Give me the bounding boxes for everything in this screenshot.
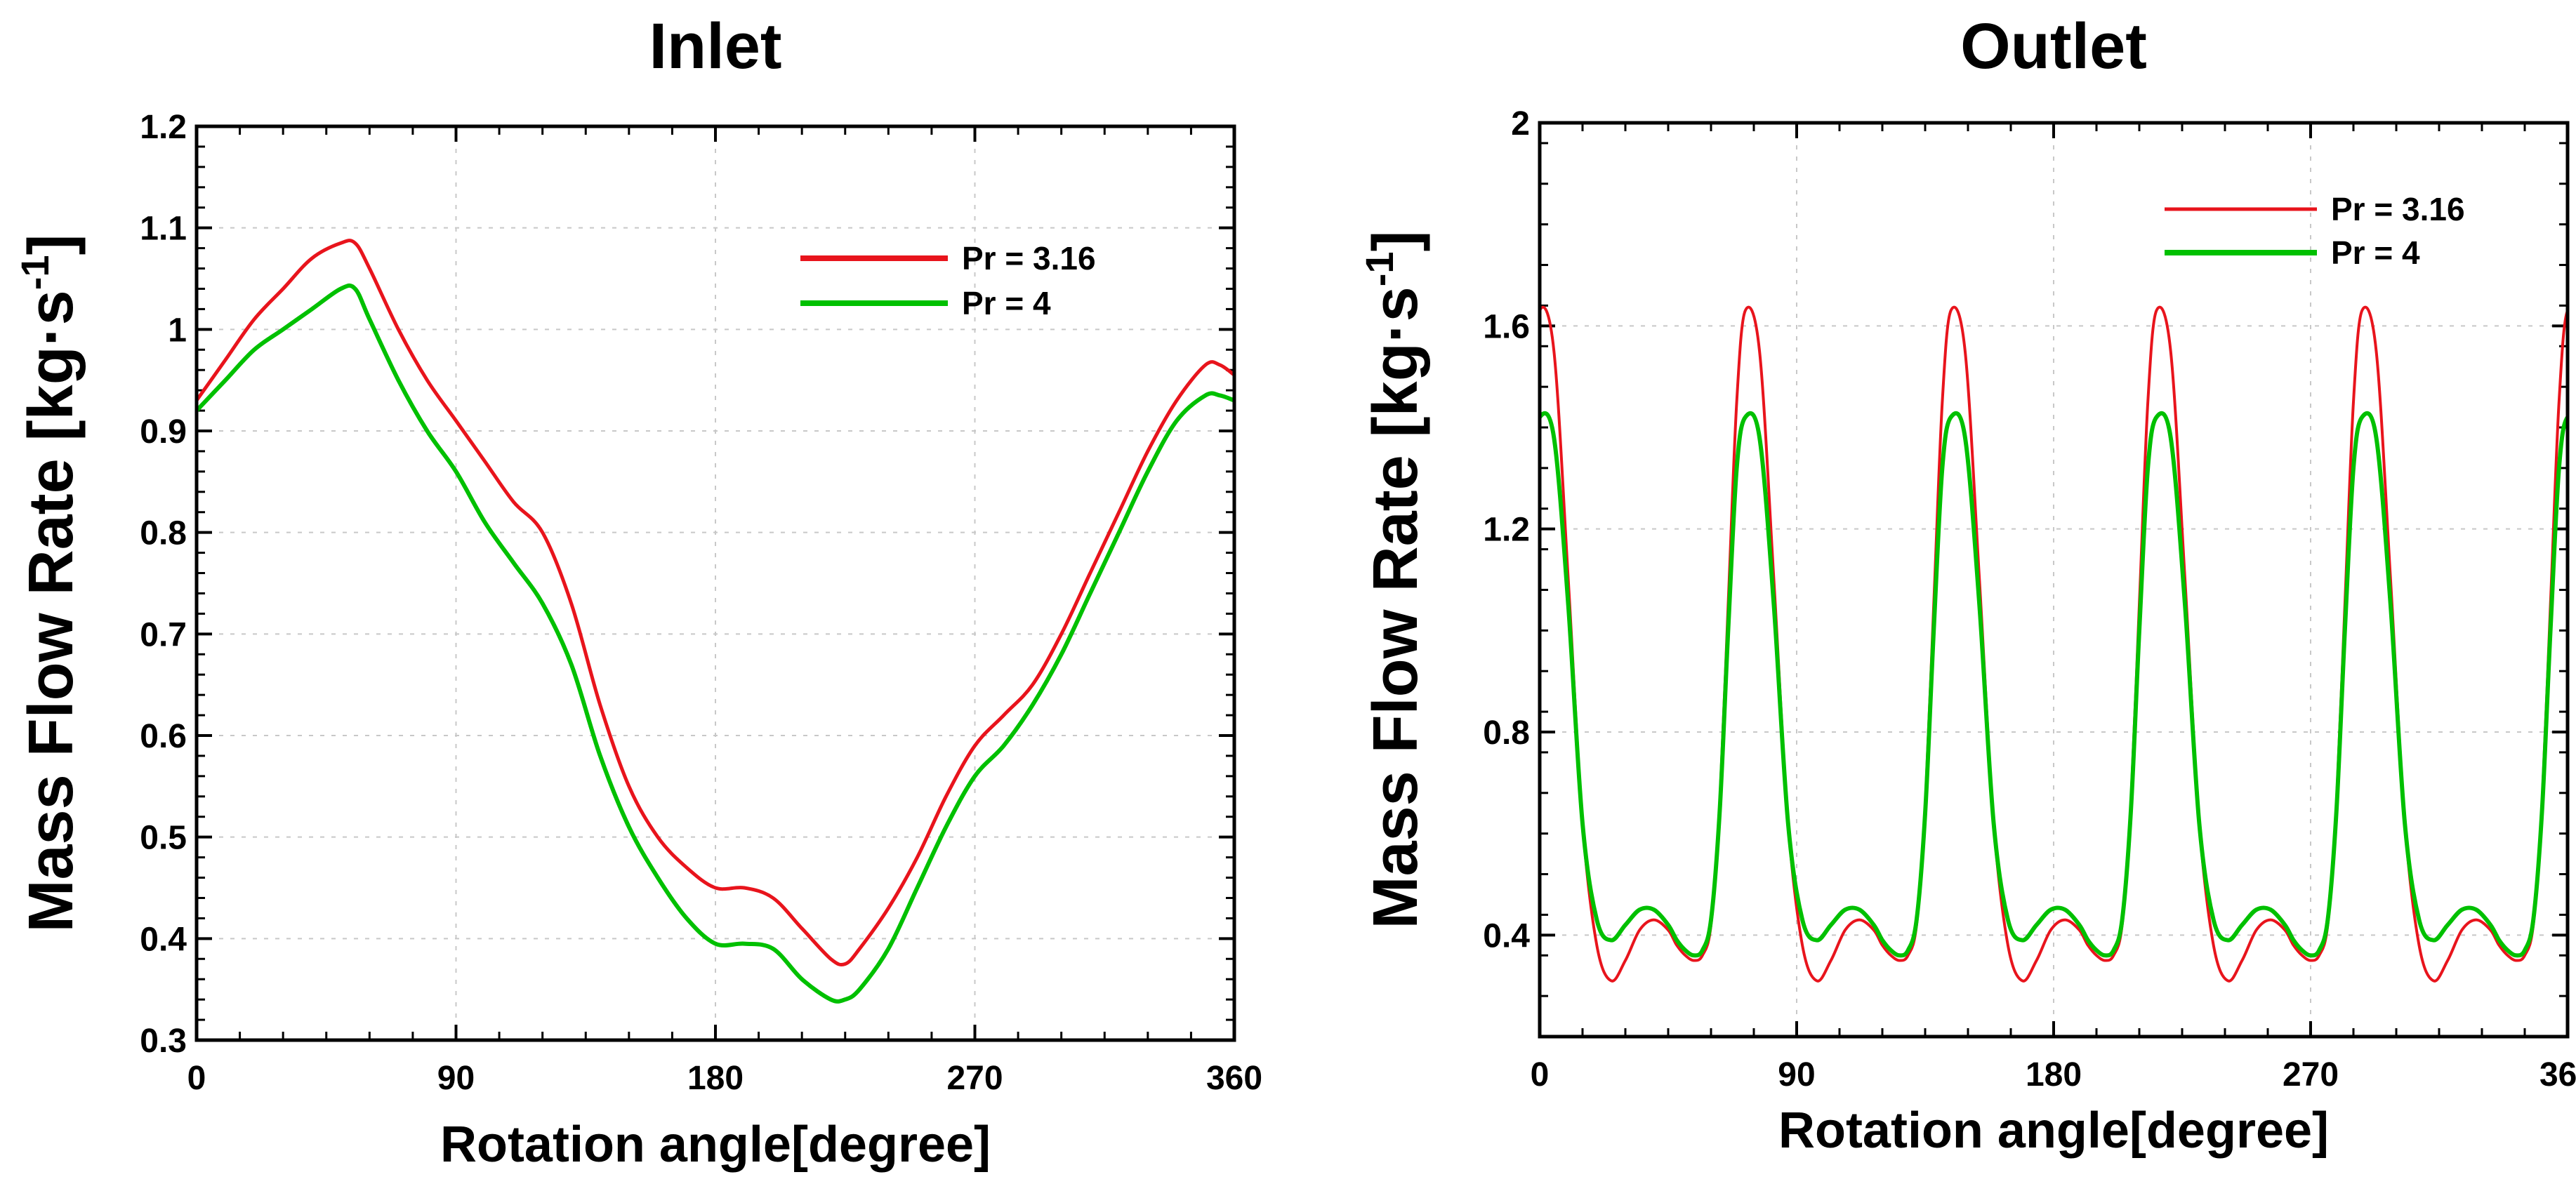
inlet-y-tick-label: 1.2: [140, 109, 187, 146]
outlet-x-tick-labels: 0 90 180 270 360: [1531, 1056, 2576, 1093]
inlet-y-tick-label: 1.1: [140, 211, 187, 248]
outlet-y-axis-label-close: ]: [1361, 231, 1431, 252]
inlet-series-layer: [197, 239, 1234, 1004]
inlet-plot-frame: [194, 124, 1236, 1042]
outlet-legend-label-1: Pr = 4: [2331, 234, 2420, 271]
inlet-y-axis-label-sup: -1: [13, 255, 57, 290]
inlet-y-tick-label: 0.8: [140, 515, 187, 552]
inlet-legend-label-0: Pr = 3.16: [962, 240, 1096, 277]
outlet-y-axis-label-sup: -1: [1357, 251, 1401, 286]
outlet-major-ticks: [1538, 121, 2569, 1037]
inlet-x-axis-label: Rotation angle[degree]: [440, 1117, 991, 1173]
inlet-x-tick-label: 360: [1206, 1060, 1262, 1097]
inlet-series-line-pr-3-16: [197, 239, 1234, 967]
inlet-x-tick-label: 0: [187, 1060, 206, 1097]
outlet-x-tick-label: 90: [1778, 1056, 1815, 1093]
outlet-x-tick-label: 270: [2283, 1056, 2339, 1093]
inlet-y-axis-label: Mass Flow Rate [kg·s-1]: [13, 234, 86, 933]
inlet-y-axis-label-main: Mass Flow Rate [kg·s: [16, 290, 86, 932]
outlet-chart: Outlet 0 90 180 270 360 0.4 0.8 1.2 1.6 2 Rotati…: [1357, 11, 2576, 1159]
outlet-y-tick-label: 0.8: [1483, 714, 1530, 752]
outlet-legend: Pr = 3.16 Pr = 4: [2165, 191, 2465, 271]
inlet-x-tick-label: 180: [687, 1060, 744, 1097]
outlet-chart-title: Outlet: [1960, 11, 2147, 82]
inlet-y-tick-label: 0.7: [140, 616, 187, 653]
inlet-y-tick-labels: 0.3 0.4 0.5 0.6 0.7 0.8 0.9 1 1.1 1.2: [140, 109, 187, 1060]
inlet-chart: Inlet 0 90 180 270 360 0.3 0.4 0.5 0.6 0.7 0.8 0.9…: [13, 11, 1262, 1173]
outlet-plot-frame: [1538, 121, 2570, 1039]
outlet-y-tick-label: 1.6: [1483, 308, 1530, 345]
inlet-y-tick-label: 0.5: [140, 820, 187, 857]
outlet-series-layer: [1540, 305, 2568, 983]
outlet-x-tick-label: 360: [2539, 1056, 2576, 1093]
inlet-y-axis-label-close: ]: [16, 234, 86, 255]
inlet-y-tick-label: 0.6: [140, 718, 187, 755]
inlet-y-tick-label: 0.3: [140, 1023, 187, 1060]
inlet-legend-label-1: Pr = 4: [962, 285, 1051, 321]
outlet-series-line-pr-4: [1540, 411, 2568, 958]
outlet-y-axis-label-main: Mass Flow Rate [kg·s: [1361, 286, 1431, 929]
inlet-x-tick-label: 270: [946, 1060, 1003, 1097]
inlet-y-tick-label: 0.9: [140, 413, 187, 451]
inlet-grid: [197, 126, 1234, 1040]
outlet-legend-label-0: Pr = 3.16: [2331, 191, 2465, 227]
inlet-y-tick-label: 1: [168, 312, 187, 349]
inlet-y-tick-label: 0.4: [140, 921, 187, 958]
outlet-y-tick-labels: 0.4 0.8 1.2 1.6 2: [1483, 105, 1530, 954]
inlet-x-tick-labels: 0 90 180 270 360: [187, 1060, 1262, 1097]
inlet-series-line-pr-4: [197, 283, 1234, 1004]
inlet-chart-title: Inlet: [649, 11, 781, 82]
inlet-x-tick-label: 90: [437, 1060, 475, 1097]
outlet-x-tick-label: 180: [2026, 1056, 2082, 1093]
outlet-y-tick-label: 2: [1511, 105, 1530, 142]
outlet-x-axis-label: Rotation angle[degree]: [1778, 1103, 2329, 1159]
inlet-legend: Pr = 3.16 Pr = 4: [800, 240, 1096, 321]
outlet-x-tick-label: 0: [1531, 1056, 1550, 1093]
outlet-y-tick-label: 1.2: [1483, 512, 1530, 549]
outlet-y-tick-label: 0.4: [1483, 917, 1530, 954]
outlet-y-axis-label: Mass Flow Rate [kg·s-1]: [1357, 231, 1431, 929]
